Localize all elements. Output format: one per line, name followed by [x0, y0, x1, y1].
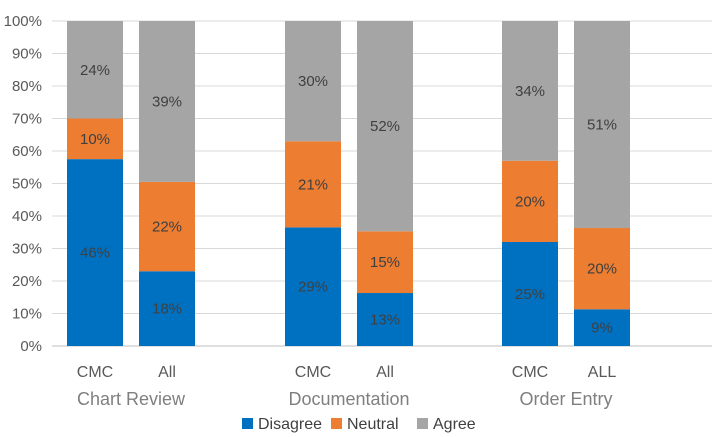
data-label: 34% — [515, 83, 545, 100]
bar-agree-5 — [574, 21, 630, 229]
y-tick-label: 90% — [12, 46, 42, 63]
x-category-label: All — [376, 364, 394, 381]
data-label: 39% — [152, 93, 182, 110]
bar-agree-2 — [285, 21, 341, 142]
x-category-label: CMC — [512, 364, 548, 381]
bar-disagree-2 — [285, 227, 341, 346]
bar-neutral-0 — [67, 118, 123, 160]
x-category-label: CMC — [77, 364, 113, 381]
bar-agree-1 — [139, 21, 195, 182]
bar-disagree-4 — [502, 242, 558, 346]
x-category-label: All — [158, 364, 176, 381]
legend-swatch-neutral — [331, 418, 342, 429]
y-tick-label: 100% — [4, 13, 42, 30]
bar-disagree-5 — [574, 309, 630, 346]
x-category-label: ALL — [588, 364, 617, 381]
x-group-label: Chart Review — [77, 389, 186, 409]
x-group-label: Order Entry — [519, 389, 612, 409]
data-label: 24% — [80, 62, 110, 79]
x-group-label: Documentation — [288, 389, 409, 409]
data-label: 21% — [298, 176, 328, 193]
legend-label: Agree — [433, 416, 476, 433]
bar-neutral-5 — [574, 228, 630, 310]
data-label: 46% — [80, 245, 110, 262]
bar-agree-0 — [67, 21, 123, 119]
data-label: 13% — [370, 312, 400, 329]
legend-label: Neutral — [347, 416, 399, 433]
y-tick-label: 80% — [12, 78, 42, 95]
y-axis: 0% 10% 20% 30% 40% 50% 60% 70% 80% 90% 100% — [4, 13, 42, 355]
data-label: 18% — [152, 301, 182, 318]
bar-agree-3 — [357, 21, 413, 232]
bar-disagree-0 — [67, 159, 123, 346]
data-label: 51% — [587, 117, 617, 134]
bars: 46% 10% 24% 18% 22% 39% 29% 21% 30% 13% 15% 52% 25% 2… — [67, 21, 630, 346]
data-label: 20% — [587, 261, 617, 278]
data-label: 20% — [515, 193, 545, 210]
bar-disagree-3 — [357, 293, 413, 346]
y-tick-label: 50% — [12, 176, 42, 193]
data-label: 9% — [591, 320, 613, 337]
data-label: 29% — [298, 279, 328, 296]
y-tick-label: 60% — [12, 143, 42, 160]
bar-neutral-4 — [502, 160, 558, 242]
bar-neutral-2 — [285, 141, 341, 228]
bar-neutral-1 — [139, 181, 195, 272]
data-label: 10% — [80, 131, 110, 148]
bar-neutral-3 — [357, 231, 413, 294]
y-tick-label: 0% — [20, 338, 42, 355]
y-tick-label: 10% — [12, 306, 42, 323]
data-label: 25% — [515, 286, 545, 303]
legend-label: Disagree — [258, 416, 322, 433]
data-label: 15% — [370, 254, 400, 271]
y-tick-label: 40% — [12, 208, 42, 225]
bar-agree-4 — [502, 21, 558, 161]
data-label: 52% — [370, 118, 400, 135]
x-axis: CMC All CMC All CMC ALL Chart Review Documentat… — [77, 364, 617, 409]
data-label: 22% — [152, 219, 182, 236]
y-tick-label: 20% — [12, 273, 42, 290]
legend: Disagree Neutral Agree — [242, 416, 476, 433]
bar-disagree-1 — [139, 271, 195, 346]
legend-swatch-agree — [417, 418, 428, 429]
x-category-label: CMC — [295, 364, 331, 381]
y-tick-label: 70% — [12, 111, 42, 128]
data-label: 30% — [298, 73, 328, 90]
legend-swatch-disagree — [242, 418, 253, 429]
y-tick-label: 30% — [12, 241, 42, 258]
